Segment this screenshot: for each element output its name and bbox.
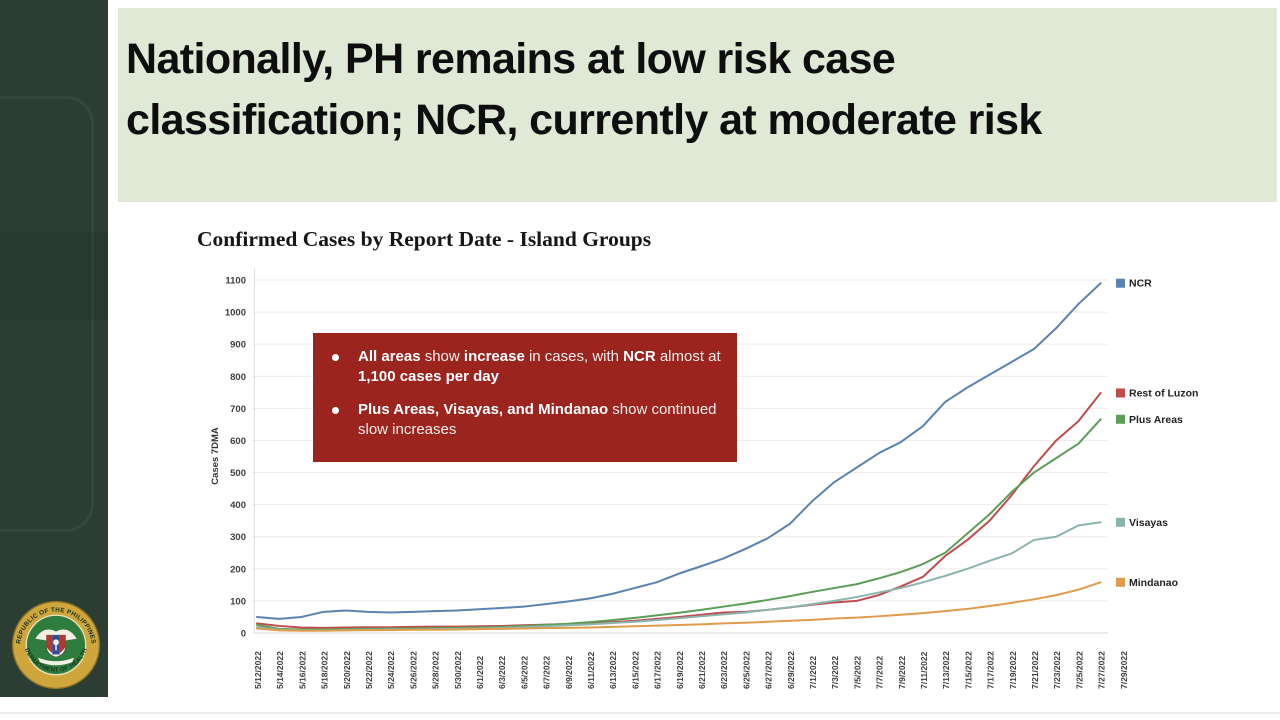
series-line-rest-of-luzon (256, 391, 1102, 629)
legend-swatch (1116, 388, 1125, 398)
x-tick-label: 6/25/2022 (741, 651, 751, 689)
legend-swatch (1116, 414, 1125, 424)
x-tick-label: 5/22/2022 (364, 651, 374, 689)
sidebar-band (0, 232, 108, 320)
callout-list: All areas show increase in cases, with N… (313, 347, 721, 440)
x-tick-label: 5/12/2022 (253, 651, 263, 689)
x-tick-label: 5/26/2022 (408, 651, 418, 689)
seal-scroll (38, 657, 74, 666)
y-tick-label: 200 (230, 564, 246, 575)
x-tick-label: 7/1/2022 (808, 656, 818, 689)
y-tick-label: 0 (241, 629, 246, 640)
series-line-ncr (256, 282, 1102, 620)
legend-swatch (1116, 577, 1125, 587)
x-tick-label: 6/3/2022 (497, 656, 507, 689)
page-title: Nationally, PH remains at low risk case … (118, 8, 1277, 151)
legend-label: Rest of Luzon (1129, 387, 1198, 399)
x-tick-label: 7/19/2022 (1008, 651, 1018, 689)
y-tick-label: 700 (230, 404, 246, 415)
x-tick-label: 5/24/2022 (386, 651, 396, 689)
y-tick-label: 500 (230, 468, 246, 479)
legend-swatch (1116, 278, 1125, 288)
sidebar-decoration (0, 96, 94, 532)
bullet-dot-icon (332, 354, 339, 361)
x-tick-label: 7/29/2022 (1119, 651, 1129, 689)
slide-header: Nationally, PH remains at low risk case … (118, 8, 1277, 202)
x-tick-label: 7/9/2022 (897, 656, 907, 689)
x-tick-label: 6/19/2022 (675, 651, 685, 689)
y-tick-label: 800 (230, 372, 246, 383)
y-tick-label: 900 (230, 340, 246, 351)
legend-label: Visayas (1129, 517, 1168, 529)
callout-box: All areas show increase in cases, with N… (313, 333, 737, 462)
x-tick-label: 6/21/2022 (697, 651, 707, 689)
y-tick-label: 1000 (225, 308, 246, 319)
sidebar: REPUBLIC OF THE PHILIPPINES DEPARTMENT O… (0, 0, 108, 697)
legend-label: Mindanao (1129, 577, 1178, 589)
x-tick-label: 6/9/2022 (564, 656, 574, 689)
legend-swatch (1116, 517, 1125, 527)
x-tick-label: 6/15/2022 (630, 651, 640, 689)
x-tick-label: 6/7/2022 (542, 656, 552, 689)
y-axis-title: Cases 7DMA (210, 427, 221, 485)
x-tick-label: 7/11/2022 (919, 651, 929, 689)
y-tick-label: 100 (230, 596, 246, 607)
x-tick-label: 6/17/2022 (653, 651, 663, 689)
x-tick-label: 5/14/2022 (275, 651, 285, 689)
footer-divider (0, 712, 1280, 714)
y-tick-label: 300 (230, 532, 246, 543)
page-title-line2: classification; NCR, currently at modera… (126, 96, 1042, 144)
x-tick-label: 6/29/2022 (786, 651, 796, 689)
bullet-dot-icon (332, 407, 339, 414)
y-tick-label: 400 (230, 500, 246, 511)
x-tick-label: 5/20/2022 (342, 651, 352, 689)
x-tick-label: 6/27/2022 (764, 651, 774, 689)
x-tick-label: 6/23/2022 (719, 651, 729, 689)
series-line-visayas (256, 521, 1102, 632)
x-tick-label: 7/23/2022 (1052, 651, 1062, 689)
x-tick-label: 6/5/2022 (519, 656, 529, 689)
x-tick-label: 5/30/2022 (453, 651, 463, 689)
callout-bullet: Plus Areas, Visayas, and Mindanao show c… (313, 400, 721, 440)
x-tick-label: 7/27/2022 (1097, 651, 1107, 689)
x-tick-label: 7/13/2022 (941, 651, 951, 689)
doh-seal-logo: REPUBLIC OF THE PHILIPPINES DEPARTMENT O… (11, 600, 101, 690)
y-tick-label: 1100 (225, 276, 246, 287)
x-tick-label: 5/18/2022 (320, 651, 330, 689)
x-tick-label: 5/16/2022 (297, 651, 307, 689)
x-tick-label: 7/17/2022 (986, 651, 996, 689)
x-tick-label: 7/3/2022 (830, 656, 840, 689)
x-tick-label: 7/15/2022 (963, 651, 973, 689)
x-tick-label: 7/25/2022 (1074, 651, 1084, 689)
legend-label: Plus Areas (1129, 414, 1183, 426)
legend-label: NCR (1129, 278, 1152, 290)
x-tick-label: 6/1/2022 (475, 656, 485, 689)
callout-bullet: All areas show increase in cases, with N… (313, 347, 721, 387)
y-tick-label: 600 (230, 436, 246, 447)
x-tick-label: 7/21/2022 (1030, 651, 1040, 689)
page-title-line1: Nationally, PH remains at low risk case (126, 35, 896, 83)
x-tick-label: 7/5/2022 (852, 656, 862, 689)
chart-title: Confirmed Cases by Report Date - Island … (197, 227, 652, 251)
x-tick-label: 6/13/2022 (608, 651, 618, 689)
series-line-mindanao (256, 581, 1102, 632)
x-tick-label: 5/28/2022 (431, 651, 441, 689)
x-tick-label: 6/11/2022 (586, 651, 596, 689)
x-tick-label: 7/7/2022 (875, 656, 885, 689)
